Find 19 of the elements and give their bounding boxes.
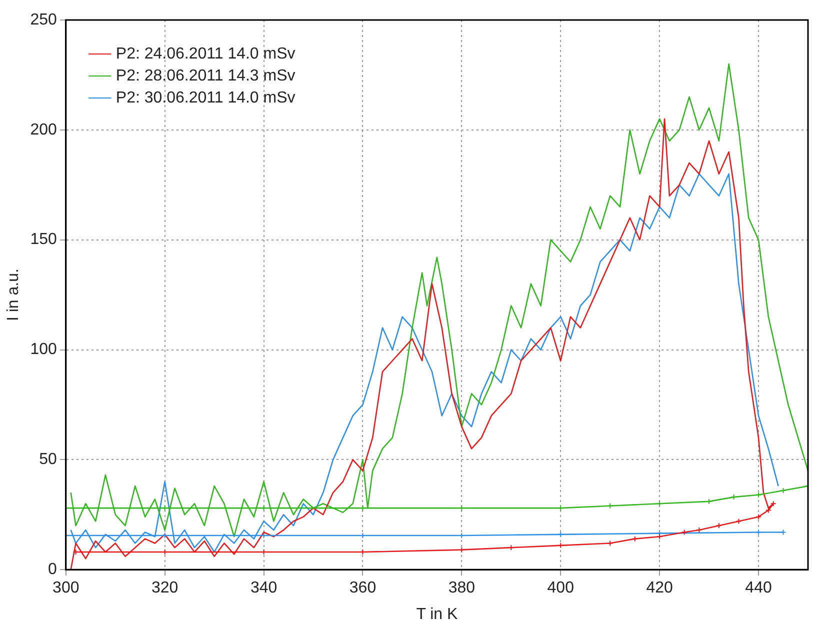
y-tick-label: 50 (39, 451, 57, 468)
x-tick-label: 440 (745, 580, 772, 597)
y-tick-label: 0 (48, 561, 57, 578)
legend-label: P2: 30.06.2011 14.0 mSv (116, 89, 296, 106)
legend-label: P2: 28.06.2011 14.3 mSv (116, 67, 296, 84)
y-tick-label: 200 (30, 121, 57, 138)
y-tick-label: 150 (30, 231, 57, 248)
legend-label: P2: 24.06.2011 14.0 mSv (116, 45, 296, 62)
x-tick-label: 420 (646, 580, 674, 597)
y-axis-title: I in a.u. (5, 268, 22, 322)
x-tick-label: 380 (448, 580, 476, 597)
x-tick-label: 340 (250, 580, 278, 597)
x-tick-label: 300 (52, 580, 80, 597)
x-tick-label: 360 (349, 580, 376, 597)
y-tick-label: 250 (30, 11, 57, 28)
x-axis-title: T in K (416, 606, 458, 623)
y-tick-label: 100 (30, 341, 57, 358)
x-tick-label: 320 (151, 580, 178, 597)
x-tick-label: 400 (547, 580, 574, 597)
